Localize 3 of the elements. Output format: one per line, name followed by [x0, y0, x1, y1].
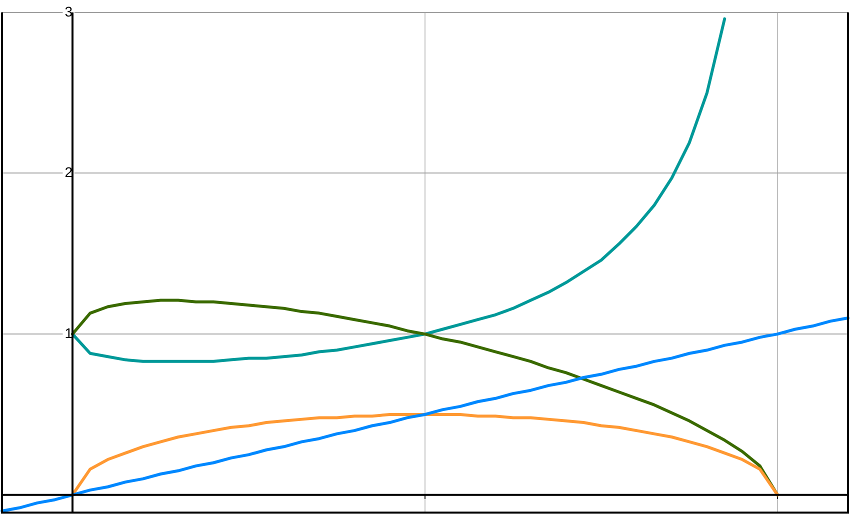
y-tick-label: 3: [64, 3, 73, 20]
y-tick-label: 1: [64, 324, 73, 341]
y-tick-label: 2: [64, 164, 73, 180]
